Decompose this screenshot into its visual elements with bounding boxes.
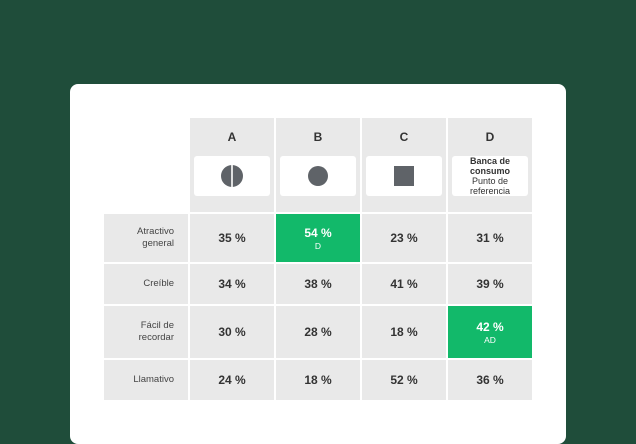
column-header-b: B — [276, 118, 360, 212]
table-cell: 34 % — [190, 264, 274, 304]
cell-value: 34 % — [218, 277, 246, 291]
cell-value: 36 % — [476, 373, 504, 387]
row-label-line: recordar — [138, 332, 174, 343]
cell-value: 23 % — [390, 231, 418, 245]
row-label-line: Fácil de — [140, 320, 174, 331]
column-letter: B — [313, 130, 323, 144]
table-cell: 31 % — [448, 214, 532, 262]
benchmark-subtitle: referencia — [469, 186, 511, 196]
column-letter: C — [399, 130, 409, 144]
significance-tag: AD — [484, 334, 496, 345]
cell-value: 28 % — [304, 325, 332, 339]
row-label-line: Llamativo — [133, 374, 174, 385]
table-cell: 52 % — [362, 360, 446, 400]
column-letter: D — [485, 130, 495, 144]
column-thumbnail: Banca de consumo Punto de referencia — [452, 156, 528, 196]
row-label-facil-de-recordar: Fácil de recordar — [104, 306, 188, 358]
circle-icon — [308, 166, 328, 186]
corner-cell — [104, 118, 188, 212]
table-cell: 36 % — [448, 360, 532, 400]
table-cell-highlighted: 42 % AD — [448, 306, 532, 358]
cell-value: 52 % — [390, 373, 418, 387]
cell-value: 31 % — [476, 231, 504, 245]
cell-value: 18 % — [390, 325, 418, 339]
column-thumbnail — [194, 156, 270, 196]
column-thumbnail — [280, 156, 356, 196]
significance-tag: D — [314, 240, 322, 251]
benchmark-title: consumo — [469, 166, 510, 176]
table-cell: 23 % — [362, 214, 446, 262]
square-icon — [394, 166, 414, 186]
cell-value: 39 % — [476, 277, 504, 291]
column-header-a: A — [190, 118, 274, 212]
results-card: A B C D — [70, 84, 566, 444]
table-cell-highlighted: 54 % D — [276, 214, 360, 262]
cell-value: 18 % — [304, 373, 332, 387]
table-cell: 24 % — [190, 360, 274, 400]
cell-value: 42 % — [476, 319, 504, 334]
row-label-line: Creíble — [143, 278, 174, 289]
results-table: A B C D — [104, 118, 532, 400]
half-circle-icon — [221, 165, 243, 187]
column-letter: A — [227, 130, 237, 144]
column-thumbnail — [366, 156, 442, 196]
table-cell: 30 % — [190, 306, 274, 358]
row-label-atractivo: Atractivo general — [104, 214, 188, 262]
row-label-line: general — [142, 238, 174, 249]
table-cell: 38 % — [276, 264, 360, 304]
row-label-line: Atractivo — [137, 226, 174, 237]
table-cell: 18 % — [276, 360, 360, 400]
cell-value: 24 % — [218, 373, 246, 387]
cell-value: 30 % — [218, 325, 246, 339]
row-label-llamativo: Llamativo — [104, 360, 188, 400]
column-header-d: D Banca de consumo Punto de referencia — [448, 118, 532, 212]
column-header-c: C — [362, 118, 446, 212]
table-cell: 41 % — [362, 264, 446, 304]
cell-value: 54 % — [304, 225, 332, 240]
cell-value: 38 % — [304, 277, 332, 291]
cell-value: 41 % — [390, 277, 418, 291]
table-cell: 35 % — [190, 214, 274, 262]
benchmark-subtitle: Punto de — [471, 176, 509, 186]
table-cell: 18 % — [362, 306, 446, 358]
table-cell: 39 % — [448, 264, 532, 304]
cell-value: 35 % — [218, 231, 246, 245]
row-label-creible: Creíble — [104, 264, 188, 304]
benchmark-title: Banca de — [469, 156, 511, 166]
table-cell: 28 % — [276, 306, 360, 358]
